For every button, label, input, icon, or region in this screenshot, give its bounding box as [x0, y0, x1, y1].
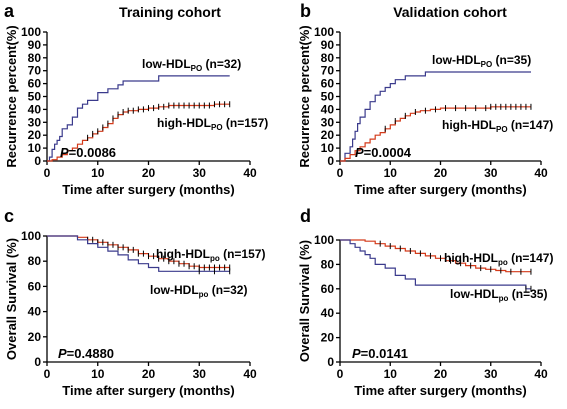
series-line-0: [47, 75, 230, 162]
x-tick-label: 30: [484, 367, 498, 381]
y-tick-label: 80: [28, 254, 42, 268]
y-tick-label: 70: [28, 64, 42, 78]
x-tick-label: 40: [243, 367, 257, 381]
x-tick-label: 0: [337, 367, 344, 381]
series-line-1: [47, 235, 230, 272]
y-tick-label: 70: [321, 64, 335, 78]
p-value-label: P=0.0141: [352, 346, 408, 361]
panel-d: d 0 20 40 60 80 100 0 10 20 30 40 Time after surgery…: [297, 206, 553, 398]
y-tick-label: 0: [34, 355, 41, 369]
y-tick-label: 40: [28, 305, 42, 319]
panel-letter: d: [300, 206, 311, 226]
series-label-1: low-HDLpo (n=35): [450, 287, 547, 303]
p-value-label: P=0.0086: [60, 145, 116, 160]
y-tick-label: 100: [21, 229, 41, 243]
series-label-1: high-HDLPO (n=147): [442, 118, 553, 134]
panel-letter: b: [300, 1, 311, 21]
y-tick-label: 40: [321, 102, 335, 116]
x-axis-title: Time after surgery (months): [62, 182, 234, 197]
y-tick-label: 80: [321, 257, 335, 271]
x-tick-label: 0: [337, 166, 344, 180]
y-axis-title: Recurrence percent(%): [297, 25, 312, 167]
y-tick-label: 10: [28, 141, 42, 155]
y-axis-title: Recurrence percent(%): [4, 25, 19, 167]
x-tick-label: 10: [384, 166, 398, 180]
y-tick-label: 50: [321, 90, 335, 104]
x-tick-label: 20: [434, 166, 448, 180]
series-label-0: low-HDLPO (n=35): [432, 53, 531, 69]
panel-letter: c: [4, 206, 14, 226]
panel-title: Training cohort: [119, 4, 221, 20]
x-tick-label: 40: [534, 367, 548, 381]
panel-c: c 0 20 40 60 80 100 0 10 20 30 40 Time after surgery…: [4, 206, 265, 398]
x-tick-label: 30: [193, 367, 207, 381]
y-tick-label: 0: [34, 154, 41, 168]
panel-title: Validation cohort: [393, 4, 507, 20]
x-tick-label: 20: [142, 166, 156, 180]
x-tick-label: 30: [484, 166, 498, 180]
series-label-0: high-HDLpo (n=157): [156, 247, 265, 263]
series-label-0: high-HDLpo (n=147): [444, 251, 553, 267]
y-tick-label: 90: [28, 38, 42, 52]
y-tick-label: 90: [321, 38, 335, 52]
y-tick-label: 100: [314, 233, 334, 247]
y-tick-label: 30: [28, 115, 42, 129]
x-tick-label: 20: [142, 367, 156, 381]
x-tick-label: 20: [434, 367, 448, 381]
p-value-label: P=0.0004: [355, 145, 412, 160]
y-tick-label: 30: [321, 115, 335, 129]
y-tick-label: 0: [327, 355, 334, 369]
y-axis-title: Overall Survival (%): [297, 240, 312, 362]
series-line-1: [340, 239, 531, 290]
y-tick-label: 20: [28, 330, 42, 344]
x-tick-label: 10: [91, 166, 105, 180]
series-line-0: [340, 71, 531, 162]
x-tick-label: 0: [44, 166, 51, 180]
x-tick-label: 40: [243, 166, 257, 180]
y-tick-label: 20: [28, 128, 42, 142]
y-tick-label: 50: [28, 90, 42, 104]
x-tick-label: 40: [534, 166, 548, 180]
y-tick-label: 10: [321, 141, 335, 155]
x-tick-label: 0: [44, 367, 51, 381]
series-line-0: [340, 239, 531, 273]
y-tick-label: 60: [28, 77, 42, 91]
series-line-1: [340, 106, 531, 162]
y-tick-label: 80: [28, 51, 42, 65]
x-tick-label: 10: [91, 367, 105, 381]
x-axis-title: Time after surgery (months): [354, 383, 526, 398]
panel-letter: a: [4, 1, 15, 21]
y-tick-label: 0: [327, 154, 334, 168]
x-axis-title: Time after surgery (months): [354, 182, 526, 197]
x-tick-label: 10: [384, 367, 398, 381]
series-label-1: low-HDLpo (n=32): [150, 283, 247, 299]
p-value-label: P=0.4880: [58, 346, 114, 361]
y-tick-label: 100: [21, 25, 41, 39]
y-axis-title: Overall Survival (%): [4, 238, 19, 360]
y-tick-label: 60: [28, 279, 42, 293]
y-tick-label: 80: [321, 51, 335, 65]
series-label-0: low-HDLPO (n=32): [142, 57, 241, 73]
y-tick-label: 40: [321, 306, 335, 320]
y-tick-label: 60: [321, 77, 335, 91]
x-tick-label: 30: [193, 166, 207, 180]
x-axis-title: Time after surgery (months): [62, 383, 234, 398]
y-tick-label: 100: [314, 25, 334, 39]
y-tick-label: 20: [321, 331, 335, 345]
y-tick-label: 60: [321, 282, 335, 296]
y-tick-label: 40: [28, 102, 42, 116]
y-tick-label: 20: [321, 128, 335, 142]
series-label-1: high-HDLPO (n=157): [157, 116, 268, 132]
panel-b: b Validation cohort0102030405060708090100…: [297, 1, 553, 197]
